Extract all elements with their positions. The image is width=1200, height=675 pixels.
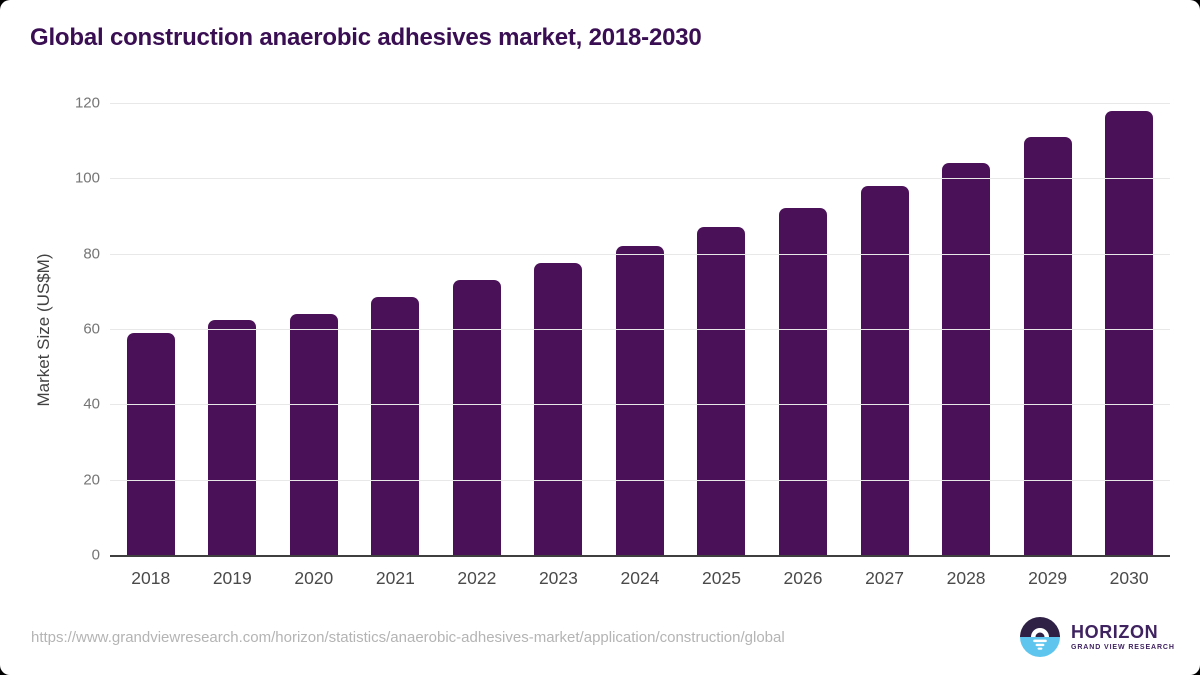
horizon-logo-icon <box>1020 617 1060 657</box>
bar-column-2024: 2024 <box>599 103 681 588</box>
bar-column-2025: 2025 <box>681 103 763 588</box>
x-tick-label-2025: 2025 <box>702 568 741 588</box>
x-tick-label-2023: 2023 <box>538 568 578 588</box>
bar-2028 <box>942 163 991 555</box>
bar-column-2030: 2030 <box>1088 103 1170 588</box>
x-tick-label-2022: 2022 <box>457 568 497 588</box>
bar-2019 <box>208 319 257 555</box>
gridline-40 <box>110 404 1170 406</box>
bar-column-2019: 2019 <box>192 103 274 588</box>
y-tick-label-40: 40 <box>83 395 100 413</box>
x-tick-label-2028: 2028 <box>946 568 986 588</box>
gridline-120 <box>110 103 1170 104</box>
y-tick-label-120: 120 <box>74 94 100 112</box>
y-tick-label-20: 20 <box>83 471 100 489</box>
y-tick-label-100: 100 <box>74 169 100 187</box>
bar-2025 <box>697 227 746 555</box>
x-tick-label-2029: 2029 <box>1028 568 1068 588</box>
x-tick-label-2020: 2020 <box>294 568 334 588</box>
x-tick-label-2030: 2030 <box>1109 568 1149 588</box>
bar-2029 <box>1023 136 1072 555</box>
y-tick-label-80: 80 <box>83 245 100 263</box>
x-tick-label-2026: 2026 <box>783 568 823 588</box>
bar-2027 <box>860 185 909 555</box>
source-url: https://www.grandviewresearch.com/horizo… <box>31 629 785 646</box>
bar-2018 <box>126 332 175 555</box>
gridline-20 <box>110 479 1170 481</box>
bar-2024 <box>615 246 664 555</box>
bar-column-2018: 2018 <box>110 103 192 588</box>
bar-column-2027: 2027 <box>844 103 926 588</box>
x-tick-label-2019: 2019 <box>212 568 252 588</box>
bar-columns: 2018 2019 2020 2021 2022 2023 2024 2025 2026 2027… <box>110 103 1170 588</box>
bar-column-2028: 2028 <box>925 103 1007 588</box>
horizon-logo-text: HORIZON GRAND VIEW RESEARCH <box>1071 623 1175 651</box>
x-tick-label-2027: 2027 <box>865 568 905 588</box>
bar-column-2020: 2020 <box>273 103 355 588</box>
bar-column-2022: 2022 <box>436 103 518 588</box>
gridline-60 <box>110 329 1170 330</box>
logo-title: HORIZON <box>1071 622 1159 643</box>
y-tick-label-60: 60 <box>83 320 100 338</box>
chart-title: Global construction anaerobic adhesives … <box>30 24 702 51</box>
bar-2021 <box>371 296 420 555</box>
bar-column-2023: 2023 <box>518 103 600 588</box>
bar-2023 <box>534 263 583 555</box>
bar-chart-plot-area: 2018 2019 2020 2021 2022 2023 2024 2025 2026 2027… <box>75 95 1170 588</box>
x-tick-label-2018: 2018 <box>131 568 171 588</box>
gridline-100 <box>110 178 1170 180</box>
horizon-logo: HORIZON GRAND VIEW RESEARCH <box>1020 617 1175 657</box>
bar-2026 <box>779 208 828 555</box>
bar-column-2029: 2029 <box>1007 103 1089 588</box>
x-tick-label-2024: 2024 <box>620 568 660 588</box>
bar-column-2026: 2026 <box>762 103 844 588</box>
x-tick-label-2021: 2021 <box>375 568 415 588</box>
logo-subtitle: GRAND VIEW RESEARCH <box>1071 643 1175 651</box>
bar-2020 <box>289 313 338 555</box>
bar-2030 <box>1105 110 1154 555</box>
y-tick-label-0: 0 <box>91 546 100 564</box>
gridline-80 <box>110 253 1170 255</box>
bar-2022 <box>452 280 501 555</box>
bar-column-2021: 2021 <box>355 103 437 588</box>
y-axis-title: Market Size (US$M) <box>34 253 53 407</box>
